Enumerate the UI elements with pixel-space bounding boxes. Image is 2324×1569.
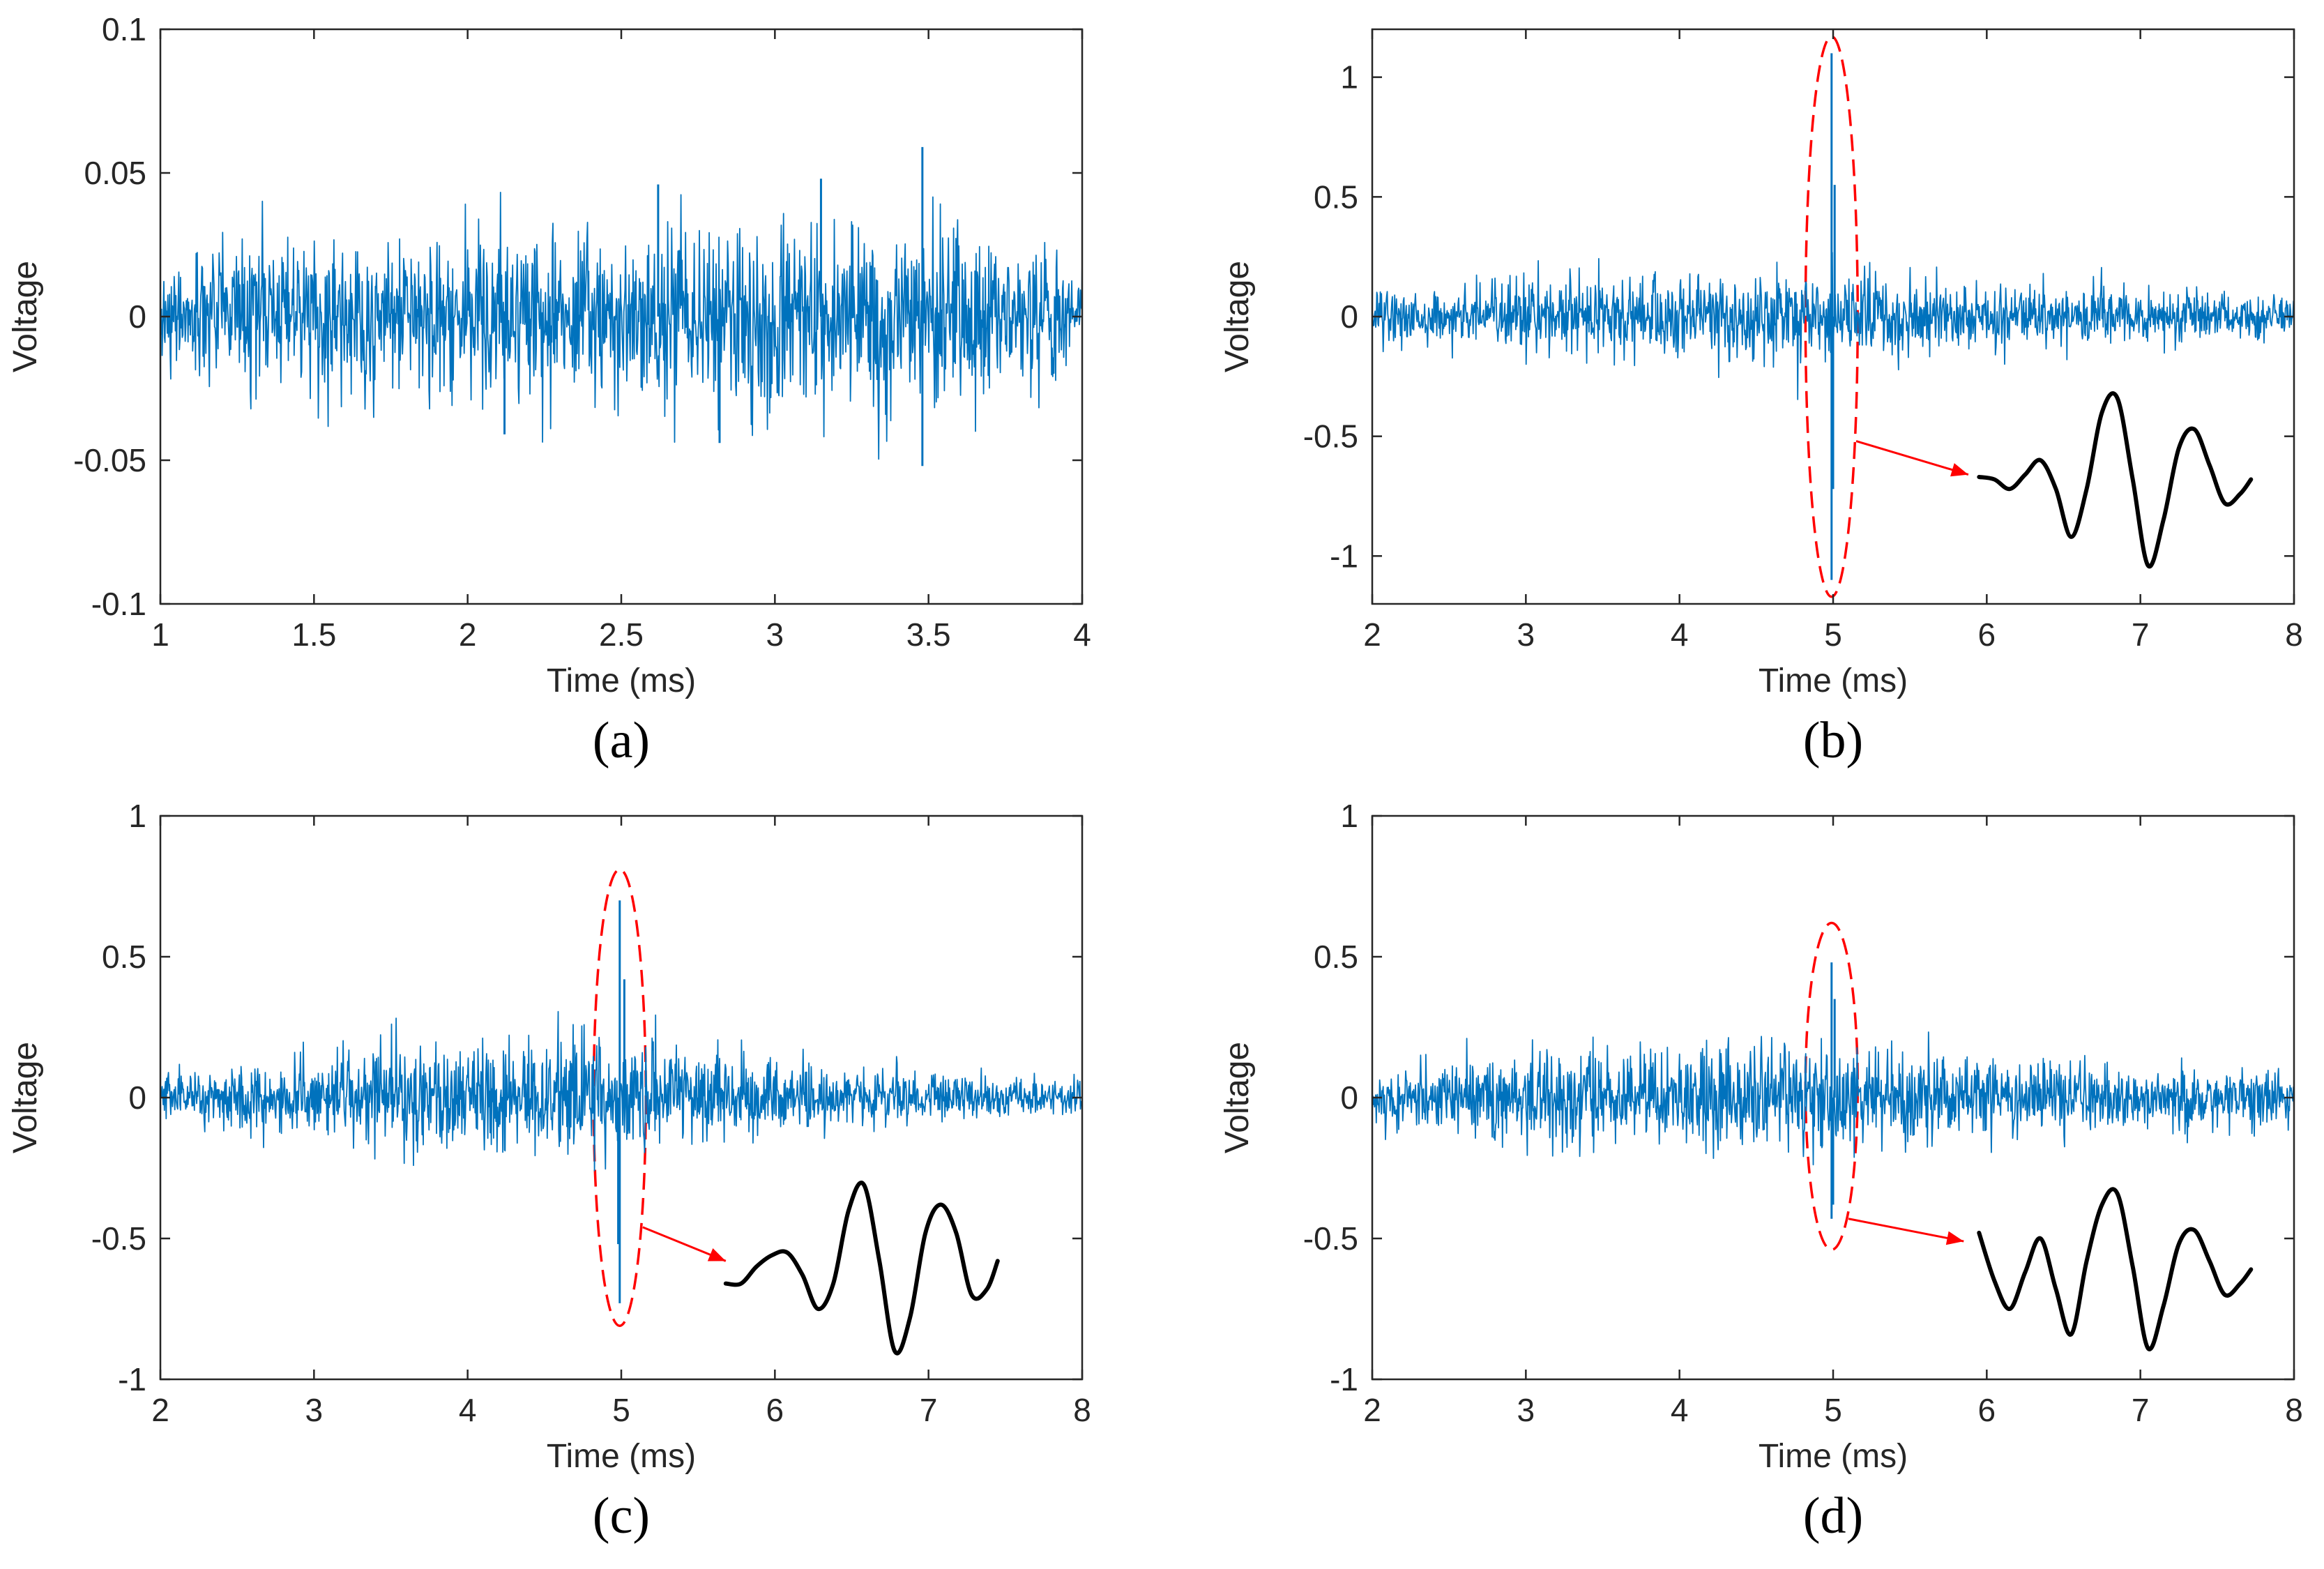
x-tick-label: 3 — [1517, 1392, 1535, 1428]
panel-label: (c) — [593, 1487, 650, 1545]
y-tick-label: 0 — [128, 1079, 146, 1116]
x-tick-label: 6 — [1978, 1392, 1996, 1428]
x-tick-label: 2 — [1363, 1392, 1381, 1428]
y-tick-label: 1 — [1340, 59, 1358, 96]
x-tick-label: 4 — [1671, 616, 1689, 653]
y-axis-label: Voltage — [7, 261, 44, 372]
y-tick-label: 0.5 — [102, 939, 146, 975]
y-tick-label: 0 — [128, 298, 146, 335]
y-axis-label: Voltage — [1219, 261, 1256, 372]
y-tick-label: -1 — [1330, 538, 1358, 574]
inset-waveform — [723, 1181, 1000, 1356]
x-tick-label: 7 — [2132, 1392, 2150, 1428]
x-axis-label: Time (ms) — [547, 662, 696, 699]
y-tick-label: 0 — [1340, 1079, 1358, 1116]
y-tick-label: 0 — [1340, 298, 1358, 335]
signal-trace — [160, 1010, 1083, 1173]
pointer-arrow — [1855, 440, 1969, 476]
pointer-arrow — [1848, 1218, 1964, 1243]
y-tick-label: 0.05 — [84, 155, 146, 191]
y-axis-label: Voltage — [7, 1042, 44, 1153]
subplot-a: 1 1.5 2 2.5 3 3.5 4 -0.1 -0.05 0 0.05 0.1 Time (ms)… — [7, 11, 1091, 769]
x-tick-label: 2 — [1363, 616, 1381, 653]
y-tick-label: -0.05 — [73, 442, 146, 478]
arrow-head — [1945, 1231, 1964, 1245]
y-tick-label: 0.5 — [1314, 179, 1358, 215]
x-axis-label: Time (ms) — [1759, 662, 1908, 699]
x-tick-label: 7 — [920, 1392, 938, 1428]
x-tick-label: 3 — [1517, 616, 1535, 653]
x-tick-label: 1 — [151, 616, 169, 653]
x-tick-label: 3 — [766, 616, 784, 653]
arrow-head — [707, 1248, 726, 1261]
y-axis-label: Voltage — [1219, 1042, 1256, 1153]
x-axis-label: Time (ms) — [1759, 1438, 1908, 1475]
subplot-c: 2 3 4 5 6 7 8 -1 -0.5 0 0.5 1 Time (ms) Voltage (c) — [7, 798, 1091, 1545]
y-tick-label: 1 — [128, 798, 146, 834]
y-tick-label: -1 — [118, 1361, 146, 1397]
x-axis-label: Time (ms) — [547, 1438, 696, 1475]
x-tick-label: 5 — [612, 1392, 630, 1428]
y-tick-label: -1 — [1330, 1361, 1358, 1397]
y-tick-label: 0.1 — [102, 11, 146, 47]
x-tick-label: 6 — [766, 1392, 784, 1428]
y-tick-label: -0.5 — [91, 1220, 146, 1257]
x-tick-label: 4 — [1073, 616, 1091, 653]
y-tick-label: -0.5 — [1303, 418, 1358, 455]
y-tick-label: -0.1 — [91, 586, 146, 622]
inset-waveform — [1977, 1187, 2254, 1351]
x-tick-label: 4 — [459, 1392, 477, 1428]
x-tick-label: 4 — [1671, 1392, 1689, 1428]
x-tick-label: 2.5 — [599, 616, 644, 653]
x-tick-label: 8 — [2285, 616, 2303, 653]
subplot-d: 2 3 4 5 6 7 8 -1 -0.5 0 0.5 1 Time (ms) Voltage (d) — [1219, 798, 2303, 1545]
x-tick-label: 7 — [2132, 616, 2150, 653]
inset-waveform — [1977, 391, 2254, 569]
x-tick-label: 2 — [459, 616, 477, 653]
x-tick-label: 3.5 — [906, 616, 951, 653]
panel-label: (b) — [1803, 712, 1863, 769]
x-tick-label: 3 — [305, 1392, 324, 1428]
panel-label: (d) — [1803, 1487, 1863, 1545]
panel-label: (a) — [593, 712, 650, 769]
x-tick-label: 5 — [1824, 1392, 1842, 1428]
y-tick-label: 0.5 — [1314, 939, 1358, 975]
x-tick-label: 6 — [1978, 616, 1996, 653]
subplot-b: 2 3 4 5 6 7 8 -1 -0.5 0 0.5 1 Time (ms) Voltage (b) — [1219, 28, 2303, 769]
y-tick-label: 1 — [1340, 798, 1358, 834]
y-tick-label: -0.5 — [1303, 1220, 1358, 1257]
arrow-head — [1950, 463, 1968, 477]
x-tick-label: 8 — [2285, 1392, 2303, 1428]
x-tick-label: 8 — [1073, 1392, 1091, 1428]
x-tick-label: 1.5 — [291, 616, 336, 653]
x-tick-label: 2 — [151, 1392, 169, 1428]
x-tick-label: 5 — [1824, 616, 1842, 653]
signal-trace — [160, 192, 1083, 460]
